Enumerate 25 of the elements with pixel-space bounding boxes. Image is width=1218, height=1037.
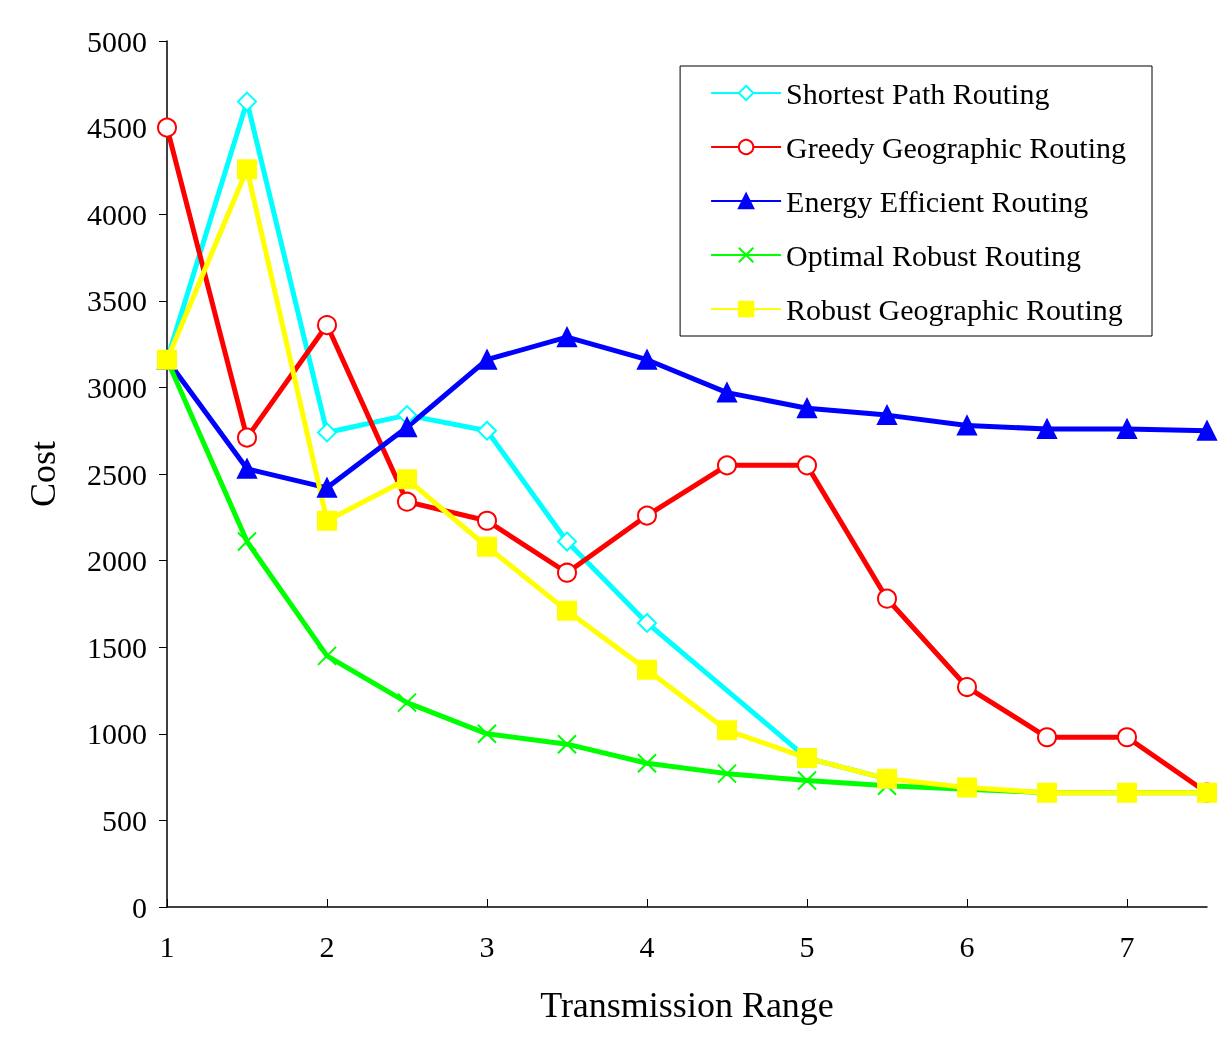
x-tick-label: 5 (799, 929, 815, 963)
y-axis-title: Cost (23, 440, 63, 508)
y-tick-label: 1000 (87, 717, 147, 751)
y-tick-label: 3000 (87, 370, 147, 404)
y-tick-label: 500 (102, 803, 147, 837)
y-tick-label: 1500 (87, 630, 147, 664)
legend-label: Shortest Path Routing (786, 76, 1050, 110)
legend-label: Optimal Robust Routing (786, 238, 1082, 272)
x-tick-label: 1 (159, 929, 175, 963)
y-tick-label: 4500 (87, 111, 147, 145)
y-tick-label: 4000 (87, 197, 147, 231)
x-tick-label: 4 (639, 929, 655, 963)
y-tick-label: 2000 (87, 544, 147, 578)
x-tick-label: 7 (1119, 929, 1135, 963)
y-tick-label: 2500 (87, 457, 147, 491)
x-tick-label: 2 (319, 929, 335, 963)
y-tick-label: 5000 (87, 24, 147, 58)
legend-label: Energy Efficient Routing (786, 184, 1089, 218)
y-tick-label: 3500 (87, 284, 147, 318)
legend-label: Robust Geographic Routing (786, 292, 1123, 326)
x-axis-title: Transmission Range (540, 985, 834, 1025)
y-tick-label: 0 (132, 890, 147, 924)
x-tick-label: 6 (959, 929, 975, 963)
legend-label: Greedy Geographic Routing (786, 130, 1126, 164)
x-tick-label: 3 (479, 929, 495, 963)
